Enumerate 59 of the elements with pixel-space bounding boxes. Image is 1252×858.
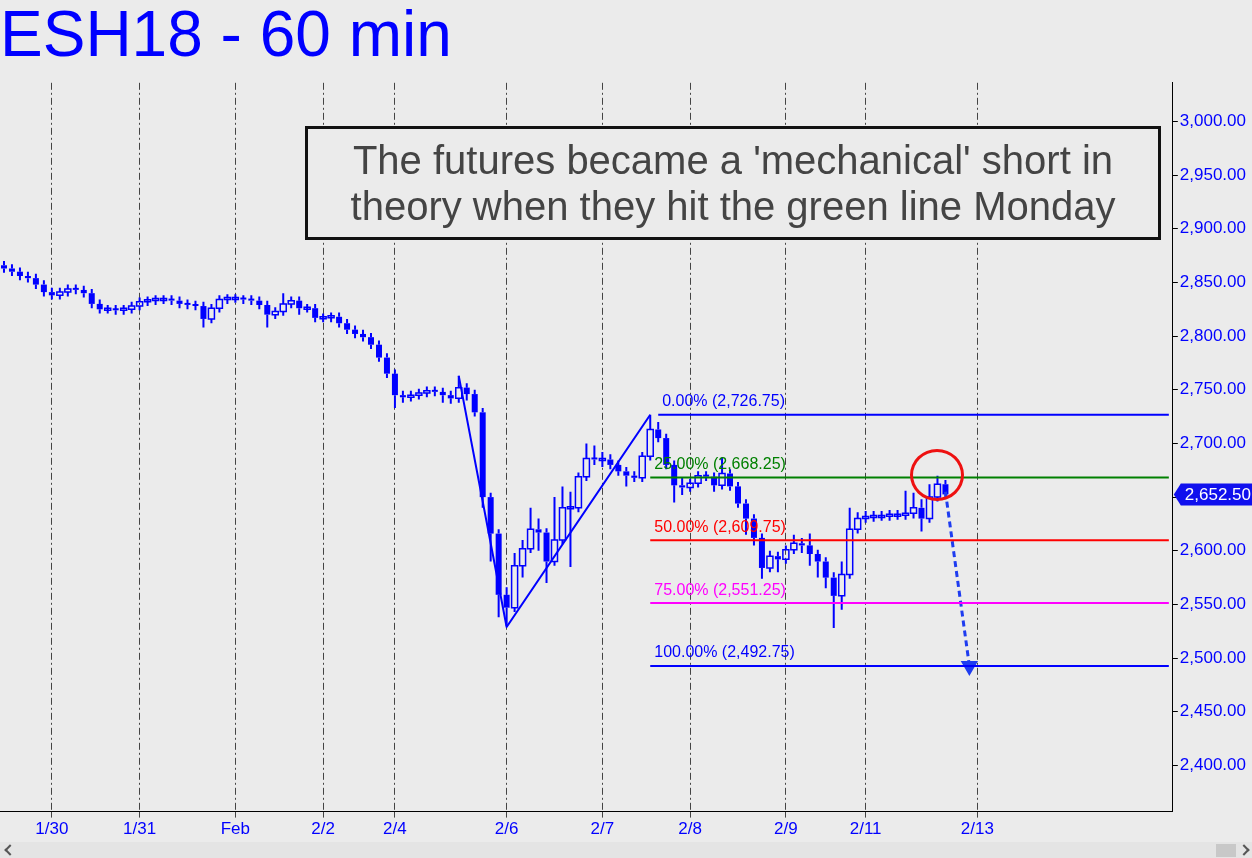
candlestick <box>32 272 39 290</box>
series-label: 0.00% (2,726.75) <box>662 392 785 410</box>
y-tick-label: 2,750.00 <box>1179 379 1247 399</box>
x-tick-label: 1/30 <box>35 819 69 839</box>
candlestick <box>487 491 494 563</box>
candlestick <box>360 328 367 343</box>
candlestick <box>88 287 95 310</box>
candlestick <box>471 388 478 418</box>
candlestick <box>80 284 87 299</box>
candlestick <box>383 352 390 379</box>
y-tick-label: 2,950.00 <box>1179 164 1247 184</box>
y-tick-label: 2,400.00 <box>1179 755 1247 775</box>
candlestick <box>344 317 351 335</box>
candlestick <box>735 481 741 509</box>
candlestick <box>535 517 542 552</box>
annotation: The futures became a 'mechanical' short in theory when they hit the green line Monday <box>304 125 1162 240</box>
candlestick <box>375 339 382 363</box>
y-tick-label: 2,700.00 <box>1179 433 1247 453</box>
candlestick <box>264 299 271 329</box>
text: 2,652.50 <box>1184 485 1252 505</box>
y-tick-label: 3,000.00 <box>1179 111 1247 131</box>
candlestick <box>631 470 638 484</box>
candlestick <box>256 295 263 311</box>
x-tick-label: 2/2 <box>311 819 335 839</box>
candlestick <box>806 532 813 567</box>
candlestick <box>822 556 829 590</box>
x-tick-label: 2/6 <box>494 819 519 839</box>
y-tick-label: 2,850.00 <box>1179 272 1247 292</box>
candlestick <box>16 266 23 282</box>
x-tick-label: 1/31 <box>123 819 157 839</box>
series-label: 75.00% (2,551.25) <box>654 580 786 598</box>
candlestick <box>248 294 255 306</box>
x-tick-label: 2/9 <box>774 819 798 839</box>
x-tick-label: 2/11 <box>849 819 882 839</box>
y-tick-label: 2,600.00 <box>1179 540 1247 560</box>
candlestick <box>0 259 7 274</box>
x-tick-label: Feb <box>220 819 251 839</box>
candlestick <box>439 386 446 404</box>
candlestick <box>368 331 374 350</box>
candlestick <box>352 324 359 340</box>
candlestick <box>24 270 31 284</box>
x-tick-label: 2/13 <box>960 819 994 839</box>
y-tick-label: 2,550.00 <box>1179 594 1247 614</box>
candlestick <box>814 548 821 579</box>
series-label: 100.00% (2,492.75) <box>654 643 795 661</box>
candlestick <box>8 263 15 277</box>
candlestick <box>391 368 398 410</box>
x-tick-label: 2/7 <box>590 819 615 839</box>
x-tick-label: 2/8 <box>678 819 702 839</box>
candlestick <box>168 294 175 306</box>
y-tick-label: 2,500.00 <box>1179 647 1247 667</box>
candlestick <box>623 466 630 488</box>
y-tick-label: 2,900.00 <box>1179 218 1247 238</box>
candlestick <box>200 300 207 329</box>
chart-title: ESH18 - 60 min <box>0 0 452 71</box>
candlestick <box>40 279 47 298</box>
x-tick-label: 2/4 <box>383 819 407 839</box>
y-tick-label: 2,450.00 <box>1179 701 1247 721</box>
y-tick-label: 2,800.00 <box>1179 325 1247 345</box>
